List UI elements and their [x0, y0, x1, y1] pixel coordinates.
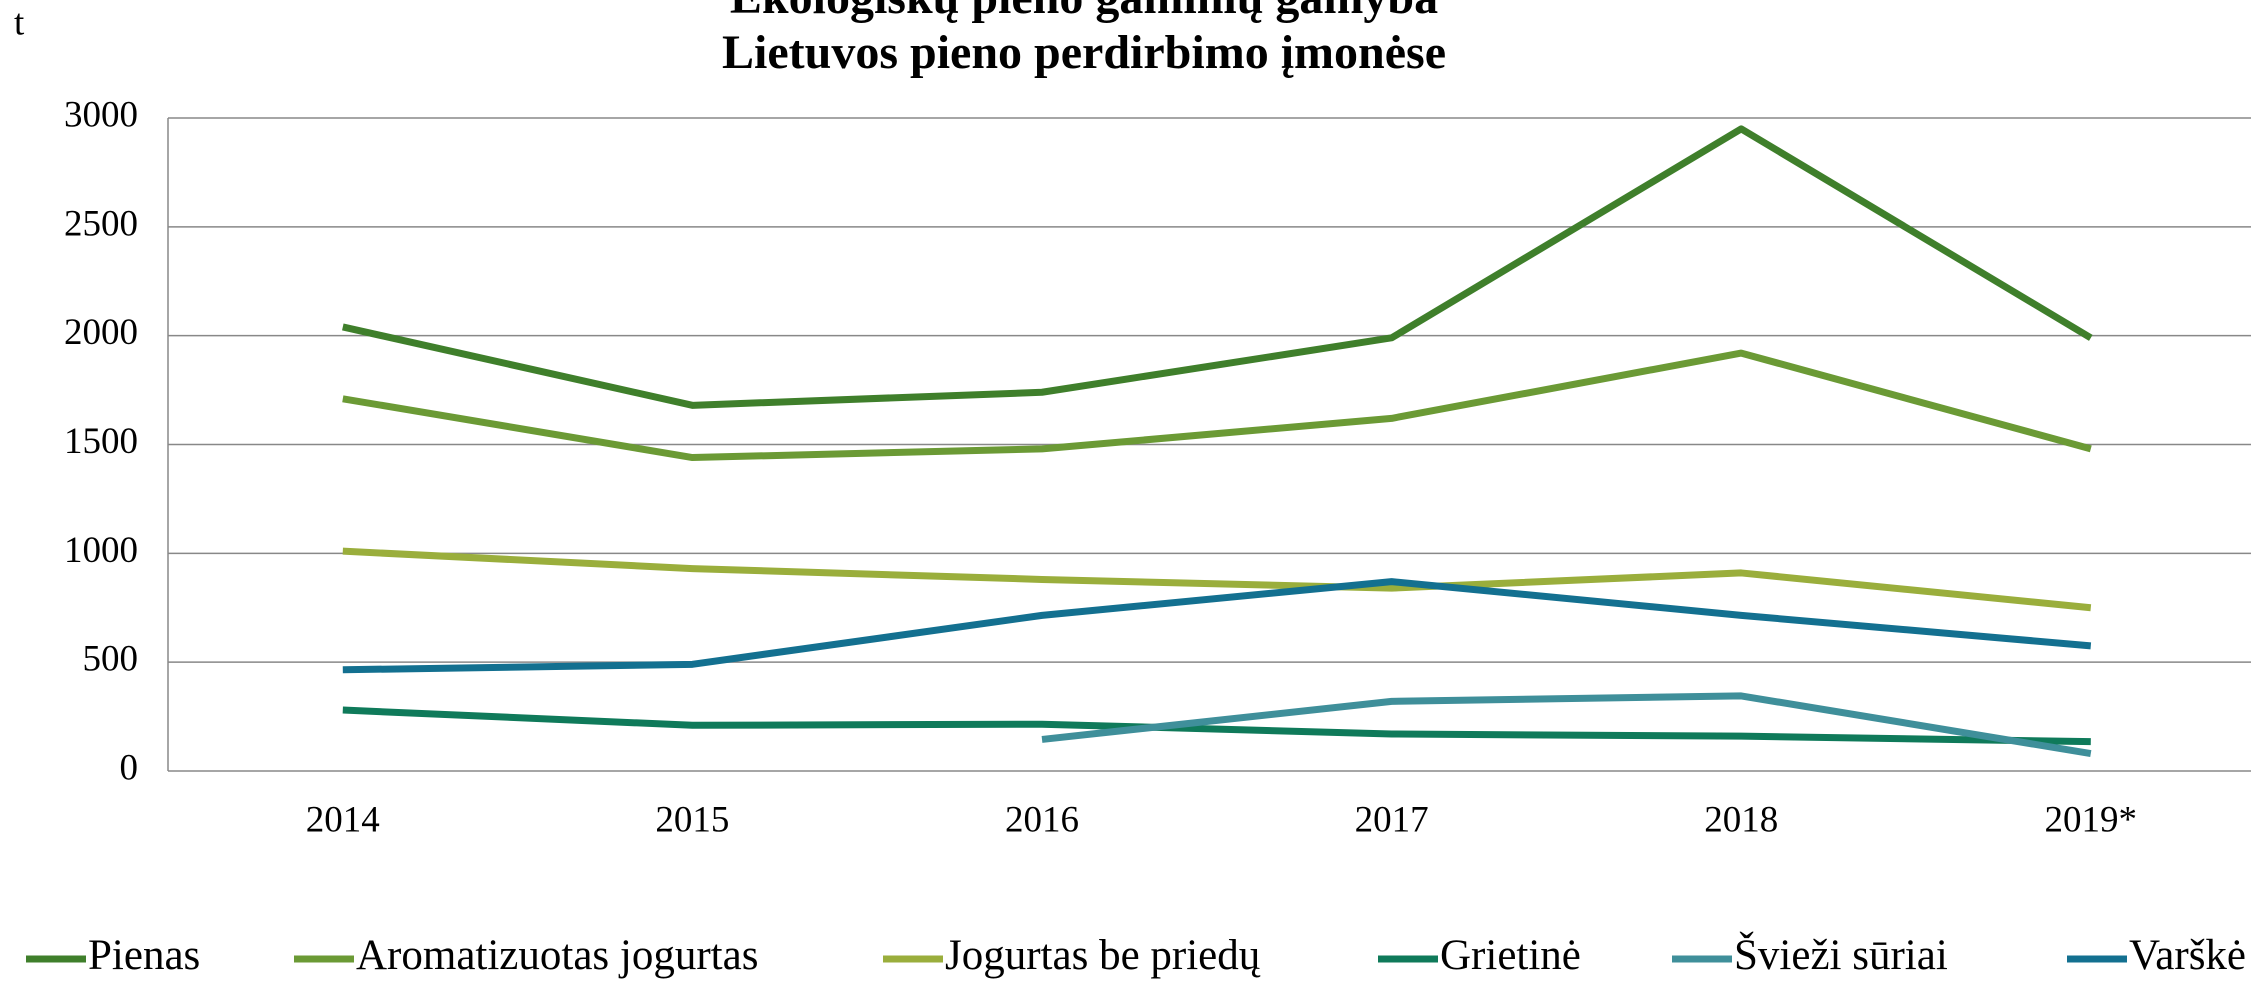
legend-label: Aromatizuotas jogurtas [356, 932, 758, 979]
y-tick-label: 1000 [64, 530, 138, 571]
x-tick-label: 2014 [306, 799, 380, 840]
line-series [342, 349, 2092, 462]
x-tick-label: 2016 [1005, 799, 1079, 840]
x-tick-label: 2019* [2045, 799, 2138, 840]
x-tick-label: 2018 [1704, 799, 1778, 840]
x-tick-label: 2017 [1355, 799, 1429, 840]
y-tick-label: 2500 [64, 203, 138, 244]
y-tick-label: 500 [83, 639, 139, 680]
y-axis-label: t [14, 2, 25, 43]
legend-label: Jogurtas be priedų [945, 932, 1261, 979]
y-tick-label: 1500 [64, 421, 138, 462]
legend-label: Varškė [2129, 932, 2246, 979]
chart-title: Lietuvos pieno perdirbimo įmonėse [722, 26, 1446, 79]
line-series [342, 125, 2093, 409]
line-series [342, 547, 2092, 612]
x-tick-label: 2015 [655, 799, 729, 840]
y-tick-label: 3000 [64, 94, 138, 135]
chart-title: Ekologiškų pieno gaminių gamyba [730, 0, 1438, 24]
line-series [1041, 692, 2092, 758]
y-tick-label: 0 [120, 747, 139, 788]
line-series [342, 706, 2091, 746]
y-tick-label: 2000 [64, 312, 138, 353]
legend-label: Pienas [88, 932, 200, 979]
legend-label: Švieži sūriai [1734, 932, 1948, 979]
line-series [342, 578, 2092, 674]
legend-label: Grietinė [1440, 932, 1581, 979]
